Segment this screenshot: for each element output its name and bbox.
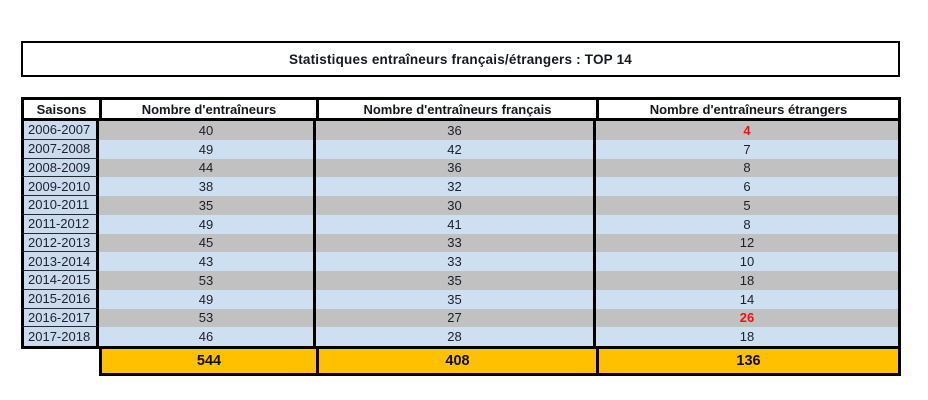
table-row: 2008-2009 44 36 8 bbox=[21, 158, 901, 178]
header-cell-total-coaches: Nombre d'entraîneurs bbox=[99, 100, 316, 118]
season-cell: 2014-2015 bbox=[21, 271, 99, 290]
table-row: 2016-2017 53 27 26 bbox=[21, 308, 901, 328]
french-coaches-cell: 36 bbox=[316, 121, 596, 140]
season-cell: 2008-2009 bbox=[21, 158, 99, 178]
foreign-coaches-cell: 8 bbox=[596, 214, 901, 234]
french-coaches-cell: 32 bbox=[316, 177, 596, 196]
table-total-row: 544 408 136 bbox=[99, 349, 901, 376]
french-coaches-cell: 36 bbox=[316, 158, 596, 178]
table-row: 2009-2010 38 32 6 bbox=[21, 177, 901, 196]
stats-table: Saisons Nombre d'entraîneurs Nombre d'en… bbox=[21, 97, 901, 376]
table-row: 2015-2016 49 35 14 bbox=[21, 289, 901, 309]
season-cell: 2017-2018 bbox=[21, 327, 99, 346]
total-coaches-cell: 43 bbox=[99, 252, 316, 271]
foreign-coaches-cell: 12 bbox=[596, 233, 901, 253]
season-cell: 2010-2011 bbox=[21, 196, 99, 215]
season-cell: 2012-2013 bbox=[21, 233, 99, 253]
french-coaches-cell: 28 bbox=[316, 327, 596, 346]
foreign-coaches-cell: 26 bbox=[596, 308, 901, 328]
foreign-coaches-cell: 5 bbox=[596, 196, 901, 215]
table-title-box: Statistiques entraîneurs français/étrang… bbox=[21, 41, 900, 77]
total-coaches-cell: 44 bbox=[99, 158, 316, 178]
total-coaches-cell: 49 bbox=[99, 214, 316, 234]
total-coaches-cell: 46 bbox=[99, 327, 316, 346]
table-row: 2012-2013 45 33 12 bbox=[21, 233, 901, 253]
total-coaches-cell: 53 bbox=[99, 271, 316, 290]
total-coaches-cell: 38 bbox=[99, 177, 316, 196]
foreign-coaches-cell: 8 bbox=[596, 158, 901, 178]
french-coaches-sum: 408 bbox=[316, 349, 596, 373]
header-cell-saisons: Saisons bbox=[21, 100, 99, 118]
table-body: 2006-2007 40 36 4 2007-2008 49 42 7 2008… bbox=[21, 121, 901, 349]
french-coaches-cell: 41 bbox=[316, 214, 596, 234]
french-coaches-cell: 33 bbox=[316, 252, 596, 271]
season-cell: 2007-2008 bbox=[21, 139, 99, 159]
foreign-coaches-cell: 6 bbox=[596, 177, 901, 196]
total-coaches-cell: 35 bbox=[99, 196, 316, 215]
season-cell: 2009-2010 bbox=[21, 177, 99, 196]
french-coaches-cell: 33 bbox=[316, 233, 596, 253]
french-coaches-cell: 42 bbox=[316, 139, 596, 159]
table-title: Statistiques entraîneurs français/étrang… bbox=[288, 51, 633, 67]
total-coaches-cell: 49 bbox=[99, 289, 316, 309]
table-row: 2010-2011 35 30 5 bbox=[21, 196, 901, 215]
season-cell: 2016-2017 bbox=[21, 308, 99, 328]
table-row: 2014-2015 53 35 18 bbox=[21, 271, 901, 290]
french-coaches-cell: 35 bbox=[316, 289, 596, 309]
french-coaches-cell: 27 bbox=[316, 308, 596, 328]
total-coaches-cell: 40 bbox=[99, 121, 316, 140]
table-row: 2013-2014 43 33 10 bbox=[21, 252, 901, 271]
foreign-coaches-cell: 18 bbox=[596, 271, 901, 290]
table-row: 2007-2008 49 42 7 bbox=[21, 139, 901, 159]
total-coaches-cell: 49 bbox=[99, 139, 316, 159]
foreign-coaches-sum: 136 bbox=[596, 349, 901, 373]
season-cell: 2011-2012 bbox=[21, 214, 99, 234]
french-coaches-cell: 30 bbox=[316, 196, 596, 215]
table-header-row: Saisons Nombre d'entraîneurs Nombre d'en… bbox=[21, 97, 901, 121]
french-coaches-cell: 35 bbox=[316, 271, 596, 290]
header-cell-french-coaches: Nombre d'entraîneurs français bbox=[316, 100, 596, 118]
season-cell: 2006-2007 bbox=[21, 121, 99, 140]
table-row: 2006-2007 40 36 4 bbox=[21, 121, 901, 140]
season-cell: 2013-2014 bbox=[21, 252, 99, 271]
total-coaches-cell: 53 bbox=[99, 308, 316, 328]
foreign-coaches-cell: 14 bbox=[596, 289, 901, 309]
foreign-coaches-cell: 10 bbox=[596, 252, 901, 271]
season-cell: 2015-2016 bbox=[21, 289, 99, 309]
foreign-coaches-cell: 7 bbox=[596, 139, 901, 159]
total-coaches-cell: 45 bbox=[99, 233, 316, 253]
foreign-coaches-cell: 4 bbox=[596, 121, 901, 140]
foreign-coaches-cell: 18 bbox=[596, 327, 901, 346]
total-coaches-sum: 544 bbox=[99, 349, 316, 373]
header-cell-foreign-coaches: Nombre d'entraîneurs étrangers bbox=[596, 100, 901, 118]
table-row: 2011-2012 49 41 8 bbox=[21, 214, 901, 234]
table-row: 2017-2018 46 28 18 bbox=[21, 327, 901, 346]
